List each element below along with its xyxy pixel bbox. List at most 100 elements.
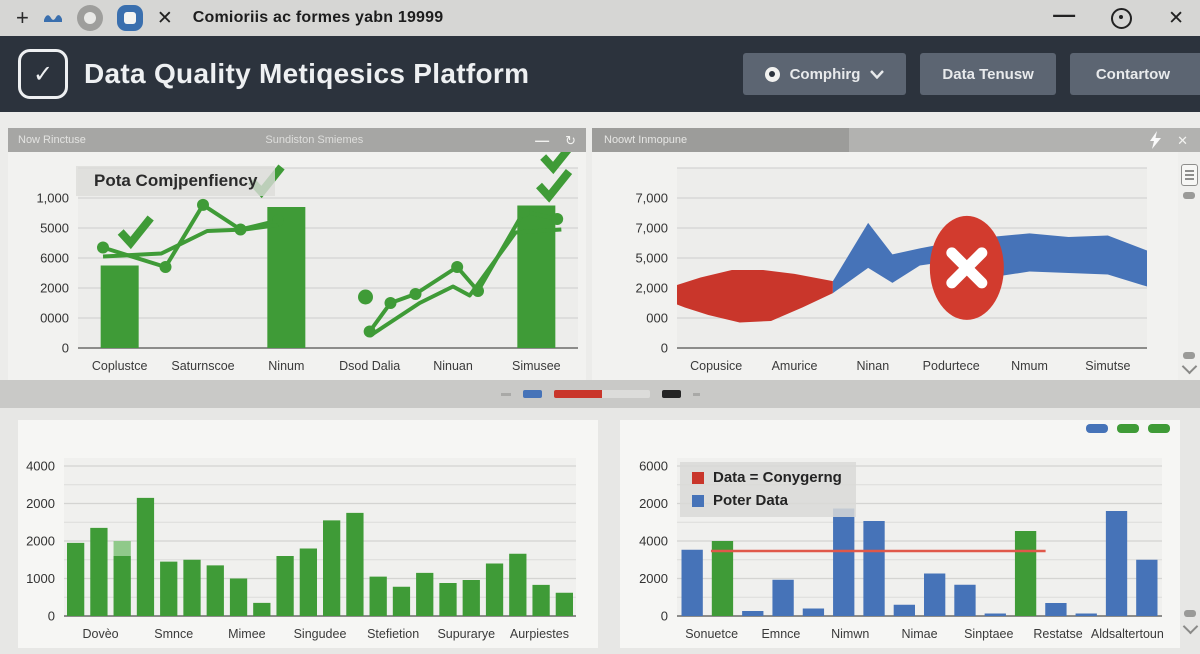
bar bbox=[253, 602, 271, 616]
close-tab-icon[interactable]: ✕ bbox=[156, 7, 173, 29]
new-tab-icon[interactable]: + bbox=[16, 5, 29, 30]
panel-header-left: Now Rinctuse Sundiston Smiemes — ↻ bbox=[8, 128, 586, 152]
status-pill-green[interactable] bbox=[1148, 424, 1170, 433]
button-label: Comphirg bbox=[789, 65, 861, 83]
x-category-label: Aldsaltertoun bbox=[1091, 627, 1164, 641]
panel-tab[interactable]: Noowt Inmopune bbox=[592, 128, 849, 152]
y-tick-label: 5000 bbox=[40, 221, 69, 236]
x-category-label: Copusice bbox=[690, 359, 742, 373]
button-label: Contartow bbox=[1095, 65, 1170, 83]
legend-swatch-red bbox=[692, 471, 704, 484]
scrollbar-thumb[interactable] bbox=[1183, 352, 1195, 359]
y-tick-label: 2000 bbox=[40, 281, 69, 296]
bar-blue bbox=[1136, 559, 1158, 616]
status-pill-green[interactable] bbox=[1117, 424, 1139, 433]
x-category-label: Simusee bbox=[512, 359, 561, 373]
legend-label: Poter Data bbox=[713, 492, 789, 509]
checkmark-icon bbox=[117, 215, 154, 250]
x-category-label: Nimae bbox=[901, 627, 937, 641]
y-tick-label: 0 bbox=[48, 609, 55, 624]
bar-blue bbox=[1045, 603, 1067, 616]
contartow-button[interactable]: Contartow bbox=[1069, 53, 1200, 95]
y-tick-label: 2000 bbox=[639, 496, 668, 511]
page-title: Data Quality Metiqesics Platform bbox=[84, 58, 530, 89]
bar bbox=[136, 497, 155, 616]
data-tenusw-button[interactable]: Data Tenusw bbox=[920, 53, 1056, 95]
y-tick-label: 1000 bbox=[26, 571, 55, 586]
close-window-icon[interactable]: ✕ bbox=[1168, 7, 1184, 29]
list-icon[interactable] bbox=[1180, 164, 1198, 186]
area-chart-panel: 0 000 2,000 5,000 7,000 7,000 Copusice Amurice N… bbox=[592, 152, 1200, 380]
bar bbox=[392, 586, 411, 616]
bottom-charts-section: 0 1000 2000 2000 4000 Dovèo Smnce Mimee Singudee… bbox=[0, 408, 1200, 654]
pager-progress-fill bbox=[553, 390, 602, 398]
chevron-down-icon bbox=[870, 69, 885, 79]
bar-green bbox=[711, 541, 734, 616]
x-category-label: Podurtece bbox=[923, 359, 980, 373]
x-category-label: Singudee bbox=[294, 627, 347, 641]
checkmark-logo-icon: ✓ bbox=[18, 49, 68, 99]
panel-header-right: Noowt Inmopune ✕ bbox=[592, 128, 1200, 152]
x-category-label: Sinptaee bbox=[964, 627, 1013, 641]
pager-progress-track[interactable] bbox=[553, 390, 650, 398]
pager-segment-blue[interactable] bbox=[522, 390, 542, 398]
line-marker bbox=[517, 205, 530, 218]
x-category-label: Emnce bbox=[761, 627, 800, 641]
chevron-down-icon[interactable] bbox=[1182, 618, 1198, 635]
x-category-label: Aurpiestes bbox=[510, 627, 569, 641]
page-scroll-hint bbox=[1182, 610, 1198, 635]
panel-minimize-icon[interactable]: — bbox=[535, 132, 550, 148]
target-icon bbox=[764, 66, 780, 82]
pager-segment-black[interactable] bbox=[661, 390, 681, 398]
status-pills bbox=[1086, 424, 1170, 433]
chevron-down-icon[interactable] bbox=[1181, 358, 1197, 375]
bar bbox=[416, 572, 434, 616]
status-pill-blue[interactable] bbox=[1086, 424, 1108, 433]
bar bbox=[517, 205, 556, 348]
refresh-icon[interactable]: ↻ bbox=[565, 132, 576, 148]
comphirg-dropdown-button[interactable]: Comphirg bbox=[742, 53, 907, 95]
y-tick-label: 6000 bbox=[40, 251, 69, 266]
scatter-point bbox=[358, 289, 373, 305]
line-marker bbox=[159, 261, 172, 273]
wave-icon[interactable] bbox=[43, 12, 63, 24]
scrollbar-thumb[interactable] bbox=[1183, 192, 1195, 199]
bar bbox=[90, 527, 108, 616]
lightning-icon[interactable] bbox=[1150, 131, 1162, 149]
pager-dash bbox=[692, 392, 700, 396]
bar bbox=[113, 556, 131, 616]
panel-subtitle: Sundiston Smiemes bbox=[265, 134, 364, 146]
bar-green bbox=[1014, 531, 1037, 616]
bar-blue bbox=[893, 604, 915, 616]
minimize-icon[interactable]: — bbox=[1053, 2, 1076, 27]
panel-close-icon[interactable]: ✕ bbox=[1177, 132, 1188, 148]
panel-data-quality: Now Rinctuse Sundiston Smiemes — ↻ 0 0000… bbox=[8, 128, 586, 380]
line-series bbox=[102, 223, 279, 259]
bar-blue bbox=[1075, 613, 1097, 616]
error-x-icon bbox=[946, 247, 988, 289]
x-category-label: Ninan bbox=[856, 359, 889, 373]
bar bbox=[267, 207, 306, 348]
bar bbox=[462, 580, 480, 616]
bar bbox=[67, 542, 85, 616]
bar bbox=[346, 512, 364, 616]
window-titlebar: + ✕ Comioriis ac formes yabn 19999 — ✕ bbox=[0, 0, 1200, 36]
bar bbox=[160, 561, 178, 616]
chart-legend: Pota Comjpenfiency bbox=[76, 166, 276, 196]
line-marker bbox=[97, 241, 109, 254]
y-tick-label: 7,000 bbox=[635, 221, 668, 236]
y-tick-label: 6000 bbox=[639, 459, 668, 474]
y-tick-label: 0 bbox=[62, 341, 69, 356]
scrollbar-thumb[interactable] bbox=[1184, 610, 1196, 617]
record-button[interactable] bbox=[76, 5, 103, 31]
panel-scrollbar bbox=[1178, 152, 1200, 380]
stop-button[interactable] bbox=[116, 5, 143, 31]
maximize-icon[interactable] bbox=[1111, 7, 1133, 29]
red-area-series bbox=[677, 270, 833, 323]
charts-workspace: Now Rinctuse Sundiston Smiemes — ↻ 0 0000… bbox=[0, 112, 1200, 380]
y-tick-label: 000 bbox=[646, 311, 668, 326]
section-divider bbox=[0, 380, 1200, 408]
y-tick-label: 7,000 bbox=[635, 191, 668, 206]
